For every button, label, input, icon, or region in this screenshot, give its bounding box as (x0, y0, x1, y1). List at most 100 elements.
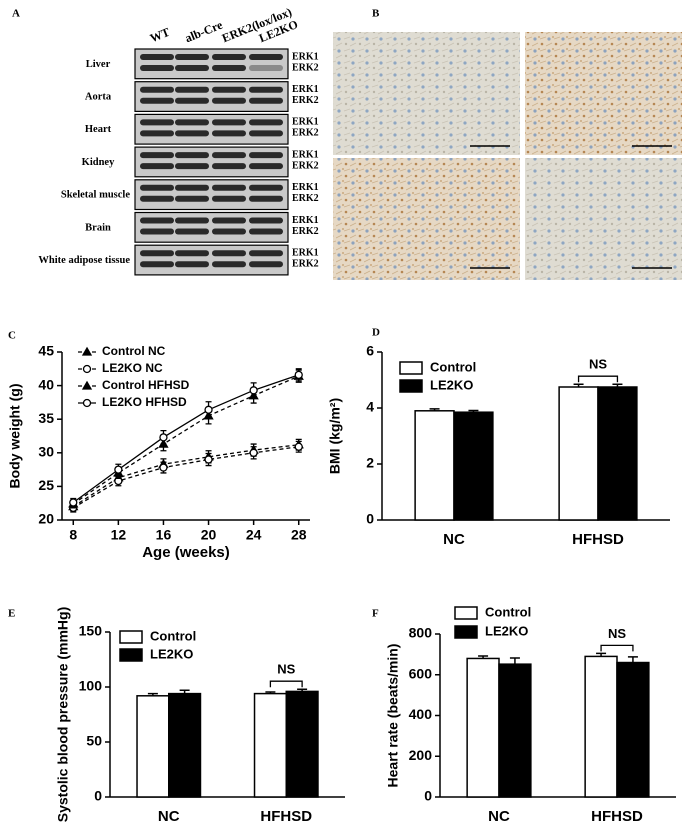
y-tick-label: 0 (94, 788, 102, 804)
blot-band (140, 130, 174, 137)
x-tick-label: HFHSD (591, 808, 643, 825)
series-line (72, 374, 299, 504)
legend-swatch (399, 361, 423, 375)
band-label: ERK1 (292, 182, 319, 193)
blot-band (175, 86, 209, 93)
x-tick-label: NC (488, 808, 510, 825)
chart: D 0 2 4 6 BMI (kg/m²) NC HFHSD NS Control LE2KO (327, 327, 670, 548)
chart: E 0 50 100 150 Systolic blood pressure (mmHg)… (8, 607, 345, 825)
blot-band (212, 86, 246, 93)
y-tick-label: 0 (366, 511, 374, 527)
error-bar (509, 657, 520, 665)
band-label: ERK1 (292, 149, 319, 160)
y-tick-label: 0 (424, 788, 432, 804)
annotation: NS (589, 357, 607, 372)
blot-row (134, 244, 289, 276)
blot-band (212, 250, 246, 257)
blot-band (212, 228, 246, 235)
chart: C 20 25 30 35 40 45 Body weight (g) 8 12 16 20 24 28 A… (7, 330, 310, 561)
bar (168, 692, 202, 798)
marker (249, 386, 258, 395)
blot-band (175, 195, 209, 202)
x-tick-label: 8 (69, 527, 77, 543)
tissue-label: Skeletal muscle (61, 190, 130, 201)
panel-label: E (8, 608, 15, 620)
x-tick-label: HFHSD (260, 808, 312, 825)
blot-band (212, 54, 246, 60)
blot-band (249, 54, 283, 60)
legend-swatch (119, 648, 143, 662)
x-tick-label: 28 (291, 527, 307, 543)
y-tick-label: 6 (366, 343, 374, 359)
bar (597, 386, 638, 521)
lane-label: alb-Cre (183, 17, 225, 45)
band-label: ERK2 (292, 226, 319, 237)
bar (136, 695, 170, 798)
blot-band (140, 195, 174, 202)
blot-band (175, 184, 209, 191)
tissue-label: Aorta (85, 91, 112, 102)
y-tick-label: 2 (366, 455, 374, 471)
blot-band (140, 184, 174, 191)
blot-row (134, 81, 289, 112)
panel-label: F (372, 608, 379, 620)
blot-band (249, 119, 283, 126)
blot-band (140, 54, 174, 60)
blot-band (175, 163, 209, 170)
marker (294, 370, 303, 379)
blot-row (134, 48, 289, 80)
blot-band (175, 54, 209, 60)
y-tick-label: 45 (38, 343, 54, 359)
band-label: ERK2 (292, 128, 319, 139)
significance-bracket (269, 680, 303, 688)
y-tick-label: 800 (409, 625, 433, 641)
blot-band (140, 65, 174, 71)
band-label: ERK1 (292, 247, 319, 258)
bar (466, 657, 500, 798)
blot-band (249, 97, 283, 104)
bar (584, 655, 618, 798)
marker (294, 442, 303, 451)
blot-band (175, 130, 209, 137)
blot-band (175, 250, 209, 257)
y-tick-label: 35 (38, 410, 54, 426)
blot-band (140, 86, 174, 93)
marker (81, 380, 93, 390)
bar (253, 692, 287, 798)
y-tick-label: 100 (79, 678, 103, 694)
panel-label: B (372, 8, 380, 20)
band-label: ERK2 (292, 95, 319, 106)
blot-band (212, 130, 246, 137)
blot-band (249, 152, 283, 159)
band-label: ERK2 (292, 258, 319, 269)
tissue-label: Heart (85, 124, 112, 135)
tissue-label: White adipose tissue (38, 255, 130, 266)
tissue-label: Brain (85, 222, 111, 233)
x-tick-label: NC (158, 808, 180, 825)
blot-band (175, 261, 209, 268)
significance-bracket (600, 644, 634, 652)
blot-band (249, 195, 283, 202)
blot-band (249, 65, 283, 71)
x-tick-label: NC (443, 531, 465, 548)
legend-label: LE2KO (485, 623, 528, 638)
blot-band (140, 152, 174, 159)
y-axis-label: Systolic blood pressure (mmHg) (55, 607, 71, 822)
legend-label: LE2KO (150, 646, 193, 661)
blot-band (140, 163, 174, 170)
y-tick-label: 150 (79, 623, 103, 639)
blot-band (212, 119, 246, 126)
bar (498, 663, 532, 798)
annotation: NS (608, 626, 626, 641)
bar (285, 690, 319, 798)
blot-band (140, 217, 174, 224)
blot-band (140, 97, 174, 104)
blot-row (134, 113, 289, 145)
blot-band (175, 65, 209, 71)
blot-band (212, 195, 246, 202)
blot-band (249, 86, 283, 93)
y-tick-label: 20 (38, 511, 54, 527)
blot-band (249, 228, 283, 235)
y-tick-label: 200 (409, 747, 433, 763)
